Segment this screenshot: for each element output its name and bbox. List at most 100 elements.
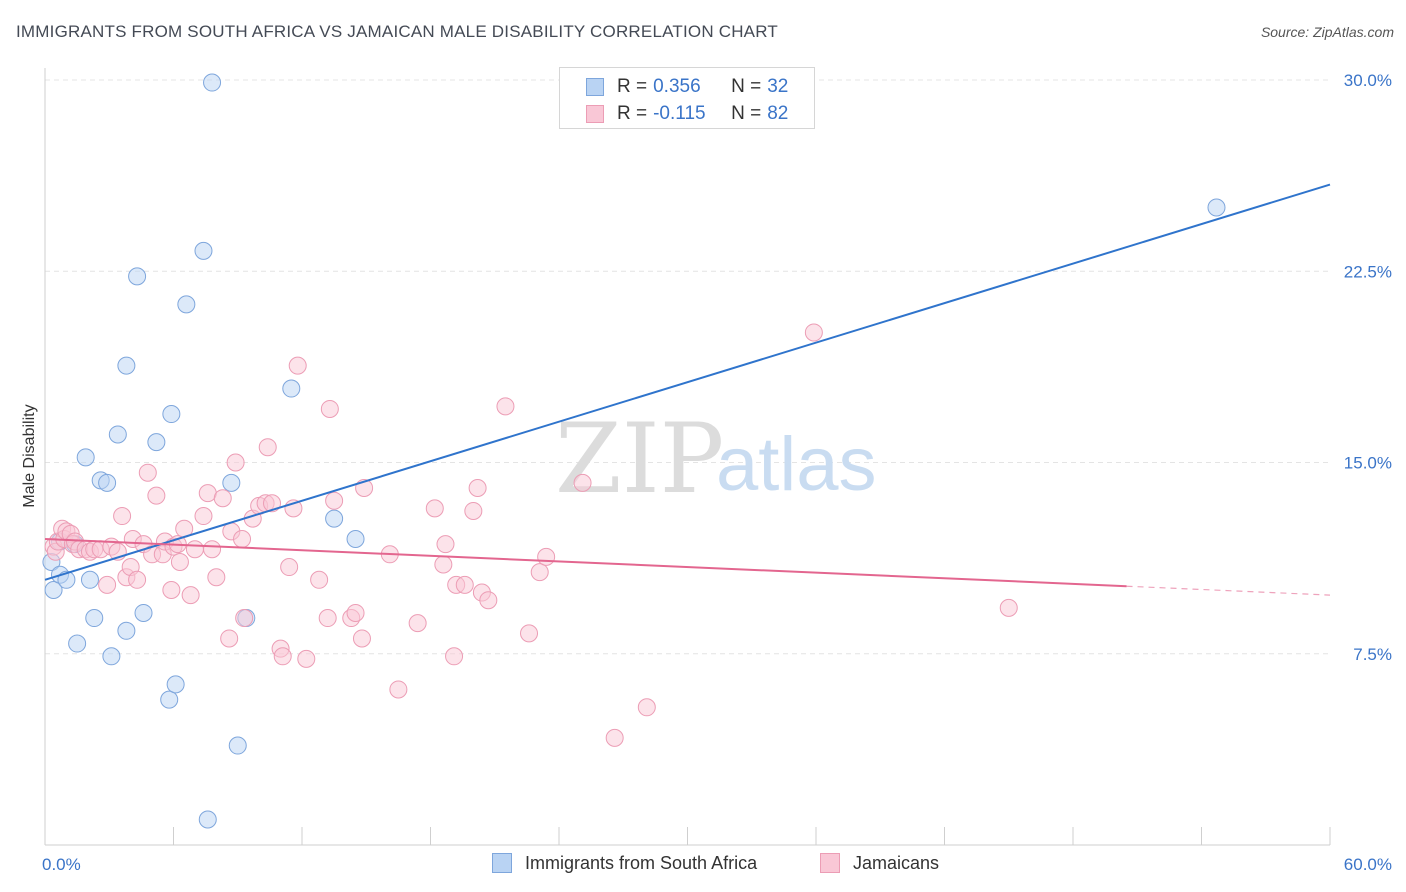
legend-swatch-blue — [586, 78, 604, 96]
jamaican-point — [520, 624, 539, 643]
jamaican-point — [318, 609, 337, 628]
jamaican-point — [425, 499, 444, 518]
jamaican-point — [297, 649, 316, 668]
south-africa-point — [134, 603, 153, 622]
jamaican-point — [288, 356, 307, 375]
jamaican-point — [436, 535, 455, 554]
jamaican-point — [213, 489, 232, 508]
jamaican-point — [280, 558, 299, 577]
jamaican-point — [162, 581, 181, 599]
legend-n-label: N = — [731, 76, 762, 97]
jamaican-point — [464, 501, 483, 520]
jamaican-point — [310, 570, 329, 589]
jamaican-point — [170, 552, 189, 571]
jamaican-point — [637, 698, 656, 717]
jamaican-point — [346, 603, 365, 622]
bottom-legend-south-africa: Immigrants from South Africa — [492, 852, 757, 874]
jamaican-point — [226, 453, 245, 472]
jamaican-point — [434, 555, 453, 574]
jamaican-point — [113, 507, 132, 526]
jamaican-point — [207, 568, 226, 587]
y-tick-label: 15.0% — [1344, 454, 1392, 473]
jamaican-point — [198, 484, 217, 503]
south-africa-point — [222, 473, 241, 492]
legend-n-value: 82 — [767, 103, 789, 124]
watermark-zip: ZIP — [555, 403, 724, 515]
south-africa-point — [128, 267, 147, 286]
south-africa-point — [160, 690, 179, 709]
south-africa-point — [177, 295, 196, 314]
jamaican-point — [496, 397, 515, 416]
jamaican-point — [804, 323, 823, 342]
south-africa-point — [98, 473, 117, 492]
jamaican-point — [128, 570, 147, 589]
south-africa-point — [68, 634, 87, 653]
south-africa-point — [108, 425, 127, 444]
jamaican-point — [258, 438, 277, 457]
jamaican-point — [408, 614, 427, 633]
bottom-legend-swatch-pink — [820, 853, 840, 873]
south-africa-point — [194, 241, 213, 260]
x-tick-label: 0.0% — [42, 855, 81, 874]
jamaican-point — [605, 728, 624, 747]
south-africa-point — [76, 448, 95, 467]
south-africa-point — [102, 647, 121, 666]
legend-n-value: 32 — [767, 76, 789, 97]
jamaican-point — [573, 473, 592, 492]
jamaican-point — [194, 507, 213, 526]
jamaican-point — [273, 647, 292, 666]
y-tick-label: 7.5% — [1353, 645, 1392, 664]
south-africa-point — [282, 379, 301, 398]
jamaican-point — [263, 494, 282, 513]
jamaican-point — [138, 463, 157, 482]
jamaican-point — [389, 680, 408, 699]
jamaican-point — [235, 609, 254, 628]
south-africa-point — [346, 530, 365, 548]
jamaican-point — [147, 486, 166, 505]
jamaican-point — [468, 479, 487, 497]
south-africa-point — [198, 810, 217, 829]
y-axis-label: Male Disability — [21, 404, 38, 507]
legend-swatch-pink — [586, 105, 604, 123]
south-africa-trend-line — [44, 183, 1331, 581]
south-africa-point — [162, 405, 181, 424]
watermark-atlas: atlas — [716, 422, 877, 507]
south-africa-point — [166, 675, 185, 694]
jamaican-point — [999, 598, 1018, 617]
jamaican-point — [233, 530, 252, 548]
legend-r-value: -0.115 — [653, 103, 706, 124]
jamaican-trend-line-extension — [1126, 585, 1331, 596]
south-africa-point — [85, 609, 104, 628]
jamaican-point — [325, 491, 344, 510]
bottom-legend-swatch-blue — [492, 853, 512, 873]
jamaican-point — [455, 575, 474, 594]
south-africa-point — [325, 509, 344, 528]
south-africa-point — [44, 581, 63, 599]
bottom-legend-label: Immigrants from South Africa — [525, 852, 758, 873]
south-africa-point — [147, 433, 166, 452]
south-africa-point — [117, 621, 136, 640]
bottom-legend-jamaicans: Jamaicans — [820, 852, 939, 874]
jamaican-point — [98, 575, 117, 594]
jamaican-point — [320, 399, 339, 418]
legend-row-jamaicans: R = -0.115 N = 82 — [586, 102, 788, 126]
jamaican-point — [181, 586, 200, 605]
legend-r-label: R = — [617, 103, 648, 124]
south-africa-point — [203, 73, 222, 92]
south-africa-point — [1207, 198, 1226, 217]
legend-n-label: N = — [731, 103, 762, 124]
jamaican-point — [530, 563, 549, 582]
jamaican-trend-line — [44, 538, 1127, 588]
legend-row-south-africa: R = 0.356 N = 32 — [586, 75, 788, 99]
y-tick-label: 22.5% — [1344, 262, 1392, 281]
jamaican-point — [352, 629, 371, 648]
jamaican-point — [479, 591, 498, 610]
legend-r-label: R = — [617, 76, 648, 97]
jamaican-point — [445, 647, 464, 666]
x-tick-label: 60.0% — [1344, 855, 1392, 874]
jamaican-point — [203, 540, 222, 559]
bottom-legend-label: Jamaicans — [853, 852, 940, 873]
y-tick-label: 30.0% — [1344, 71, 1392, 90]
chart-title: IMMIGRANTS FROM SOUTH AFRICA VS JAMAICAN… — [16, 22, 778, 41]
